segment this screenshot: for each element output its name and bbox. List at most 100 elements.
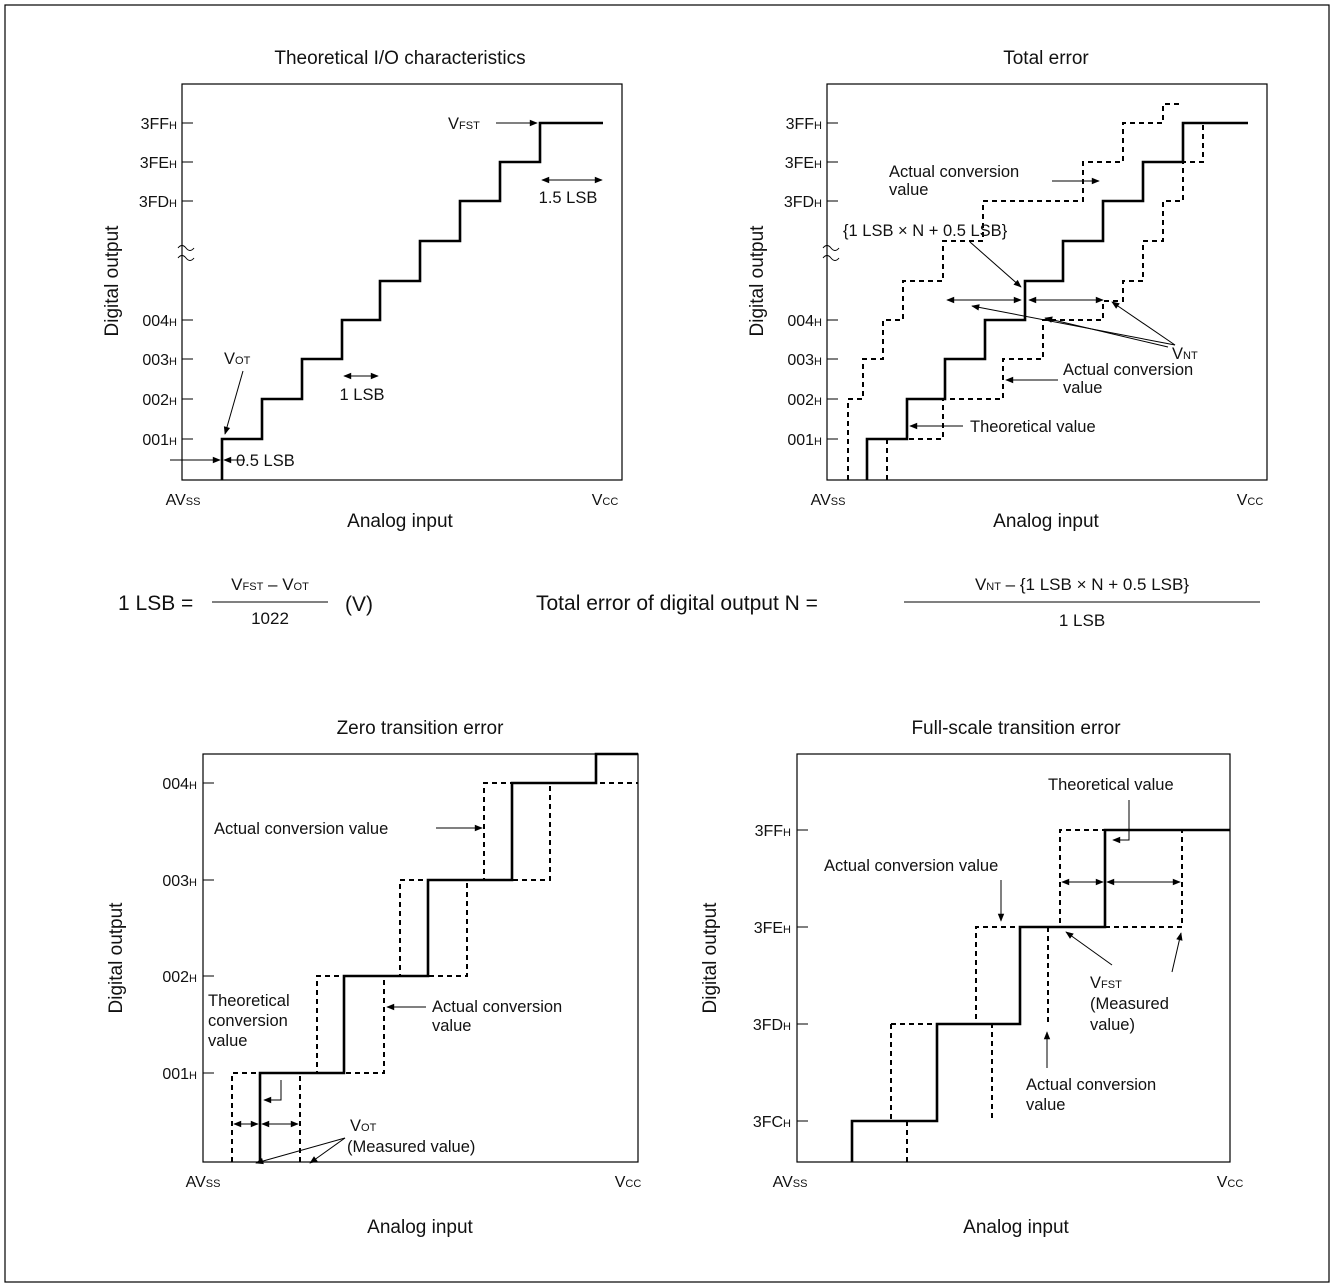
x-max-label: VCC bbox=[615, 1174, 642, 1191]
tick-3fe: 3FEH bbox=[754, 920, 791, 937]
label-actual-conversion-value-1: Actual conversion value bbox=[214, 820, 388, 838]
tick-3ff: 3FFH bbox=[141, 116, 177, 133]
label-1-5-lsb: 1.5 LSB bbox=[539, 189, 598, 207]
y-axis-label: Digital output bbox=[700, 902, 721, 1014]
actual-conversion-staircase-early bbox=[891, 829, 1230, 1025]
arrow-theoretical-value bbox=[1112, 800, 1130, 844]
actual-conversion-staircase-late bbox=[886, 122, 1223, 480]
label-theoretical-conversion-value: Theoretical conversion value bbox=[208, 992, 294, 1050]
label-1lsb-n-formula: {1 LSB × N + 0.5 LSB} bbox=[843, 222, 1008, 240]
tick-3ff: 3FFH bbox=[786, 116, 822, 133]
label-actual-conversion-value-2: Actual conversion value bbox=[1026, 1076, 1161, 1114]
label-1-lsb: 1 LSB bbox=[340, 386, 385, 404]
x-min-label: AVSS bbox=[186, 1174, 221, 1191]
formula-total-error: Total error of digital output N = VNT – … bbox=[536, 575, 1260, 630]
tick-3fe: 3FEH bbox=[140, 155, 177, 172]
plot-frame bbox=[796, 753, 1231, 1163]
x-max-label: VCC bbox=[1237, 492, 1264, 509]
label-vnt: VNT bbox=[1172, 345, 1198, 363]
arrow-vot-1 bbox=[255, 1137, 346, 1165]
tick-001: 001H bbox=[142, 432, 177, 449]
formula-1lsb: 1 LSB = VFST – VOT 1022 (V) bbox=[118, 575, 373, 628]
panel-title-zero-transition: Zero transition error bbox=[337, 718, 505, 739]
tick-003: 003H bbox=[142, 352, 177, 369]
panel-theoretical-io: Theoretical I/O characteristics 3FFH 3FE… bbox=[102, 48, 623, 532]
tick-002: 002H bbox=[787, 392, 822, 409]
arrow-vot-2 bbox=[309, 1137, 346, 1164]
arrow-vot bbox=[223, 370, 244, 435]
label-vfst: VFST bbox=[1090, 974, 1122, 992]
tick-3fe: 3FEH bbox=[785, 155, 822, 172]
actual-conversion-staircase-early bbox=[231, 782, 638, 1162]
theoretical-staircase bbox=[258, 752, 638, 1162]
actual-conversion-staircase-early bbox=[847, 103, 1183, 480]
panel-title-total-error: Total error bbox=[1003, 48, 1089, 69]
formula-numerator: VNT – {1 LSB × N + 0.5 LSB} bbox=[975, 575, 1189, 594]
tick-003: 003H bbox=[162, 873, 197, 890]
arrow-vnt-1 bbox=[971, 304, 1176, 346]
label-actual-conversion-bottom: Actual conversion value bbox=[1063, 361, 1198, 397]
arrow-lsb-n-formula bbox=[969, 241, 1022, 288]
arrow-vfst-2 bbox=[1171, 932, 1183, 973]
page-border bbox=[4, 4, 1330, 1283]
y-ticks bbox=[827, 122, 838, 440]
x-max-label: VCC bbox=[1217, 1174, 1244, 1191]
y-ticks bbox=[182, 122, 193, 440]
x-axis-label: Analog input bbox=[367, 1217, 473, 1238]
tick-004: 004H bbox=[142, 313, 177, 330]
actual-conversion-staircase-late bbox=[299, 782, 595, 1162]
formula-denominator: 1022 bbox=[251, 609, 289, 628]
y-axis-label: Digital output bbox=[106, 902, 127, 1014]
label-actual-conversion-top: Actual conversion value bbox=[889, 163, 1024, 199]
tick-001: 001H bbox=[787, 432, 822, 449]
x-axis-label: Analog input bbox=[963, 1217, 1069, 1238]
arrow-vnt-2 bbox=[1111, 301, 1176, 346]
y-ticks bbox=[797, 829, 808, 1122]
tick-003: 003H bbox=[787, 352, 822, 369]
theoretical-staircase bbox=[865, 121, 1248, 480]
formula-denominator: 1 LSB bbox=[1059, 611, 1105, 630]
tick-3fd: 3FDH bbox=[753, 1017, 791, 1034]
panel-zero-transition-error: Zero transition error 004H 003H 002H 001… bbox=[106, 718, 641, 1238]
label-vot: VOT bbox=[224, 350, 251, 368]
formula-numerator: VFST – VOT bbox=[231, 575, 309, 594]
tick-3fc: 3FCH bbox=[753, 1114, 791, 1131]
y-ticks bbox=[203, 782, 214, 1074]
theoretical-staircase bbox=[850, 828, 1230, 1162]
panel-full-scale-transition-error: Full-scale transition error 3FFH 3FEH 3F… bbox=[700, 718, 1243, 1238]
label-measured-value: (Measured value) bbox=[347, 1138, 475, 1156]
panel-title-full-scale: Full-scale transition error bbox=[911, 718, 1121, 739]
axis-break-icon bbox=[177, 245, 195, 261]
plot-frame bbox=[826, 83, 1268, 481]
label-theoretical-value: Theoretical value bbox=[970, 418, 1096, 436]
x-axis-label: Analog input bbox=[347, 511, 453, 532]
tick-002: 002H bbox=[162, 969, 197, 986]
label-theoretical-value: Theoretical value bbox=[1048, 776, 1174, 794]
panel-total-error: Total error 3FFH 3FEH 3FDH 004H 003H 002… bbox=[747, 48, 1268, 532]
x-min-label: AVSS bbox=[811, 492, 846, 509]
label-actual-conversion-value-2: Actual conversion value bbox=[432, 998, 567, 1035]
label-vfst: VFST bbox=[448, 115, 480, 133]
tick-3ff: 3FFH bbox=[755, 823, 791, 840]
actual-conversion-drop-lines bbox=[890, 927, 1049, 1121]
y-axis-label: Digital output bbox=[102, 225, 123, 337]
panel-title-theoretical-io: Theoretical I/O characteristics bbox=[274, 48, 525, 69]
theoretical-staircase bbox=[220, 121, 603, 480]
x-axis-label: Analog input bbox=[993, 511, 1099, 532]
tick-002: 002H bbox=[142, 392, 177, 409]
axis-break-icon bbox=[822, 245, 840, 261]
label-measured-value-1: (Measured bbox=[1090, 995, 1169, 1013]
x-min-label: AVSS bbox=[773, 1174, 808, 1191]
label-vot: VOT bbox=[350, 1117, 377, 1135]
arrow-vfst-1 bbox=[1065, 931, 1113, 966]
formula-lhs: 1 LSB = bbox=[118, 592, 193, 615]
tick-001: 001H bbox=[162, 1066, 197, 1083]
label-0-5-lsb: 0.5 LSB bbox=[236, 452, 295, 470]
tick-004: 004H bbox=[162, 776, 197, 793]
label-actual-conversion-value-1: Actual conversion value bbox=[824, 857, 998, 875]
x-min-label: AVSS bbox=[166, 492, 201, 509]
tick-004: 004H bbox=[787, 313, 822, 330]
formula-lhs: Total error of digital output N = bbox=[536, 592, 818, 615]
tick-3fd: 3FDH bbox=[139, 194, 177, 211]
